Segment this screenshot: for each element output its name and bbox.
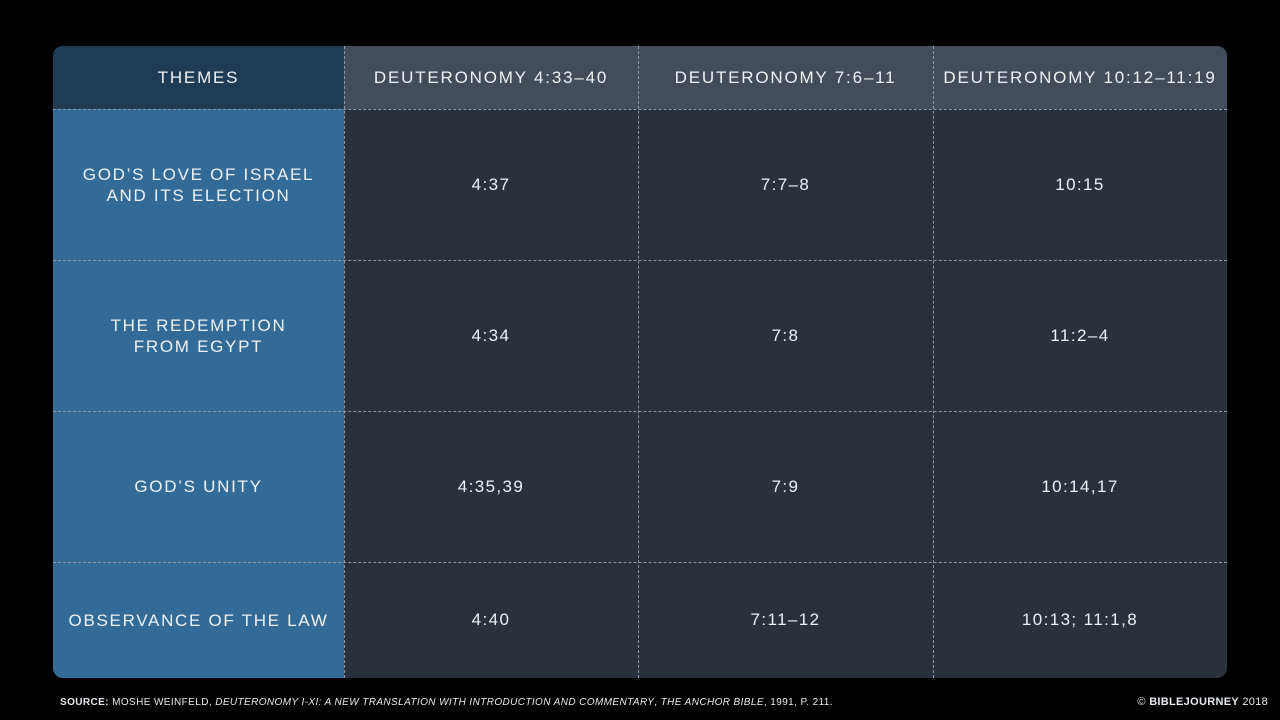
table-cell: 7:7–8 [760, 174, 811, 194]
row-divider [53, 260, 1227, 261]
row-divider [53, 562, 1227, 563]
column-divider [638, 46, 639, 678]
column-divider [344, 46, 345, 678]
table-cell: 7:9 [771, 476, 800, 496]
table-cell: 4:34 [471, 325, 511, 345]
table-cell: 4:35,39 [457, 476, 525, 496]
source-citation: SOURCE: MOSHE WEINFELD, DEUTERONOMY I-XI… [60, 697, 833, 708]
table-cell: 7:11–12 [750, 610, 821, 629]
source-author: MOSHE WEINFELD, [112, 697, 213, 708]
brand-name: BIBLEJOURNEY [1149, 696, 1239, 708]
table-cell: 10:15 [1055, 174, 1105, 194]
source-label: SOURCE: [60, 697, 109, 708]
source-title: DEUTERONOMY I-XI: A NEW TRANSLATION WITH… [215, 697, 655, 708]
row-divider [53, 411, 1227, 412]
comparison-table: THEMES DEUTERONOMY 4:33–40 DEUTERONOMY 7… [53, 46, 1227, 678]
theme-label-line2: AND ITS ELECTION [106, 185, 291, 205]
header-row-bg [344, 46, 1227, 109]
theme-cell: THE REDEMPTION FROM EGYPT [53, 260, 344, 411]
themes-column [53, 46, 344, 678]
header-deut-10: DEUTERONOMY 10:12–11:19 [943, 67, 1217, 87]
source-series: THE ANCHOR BIBLE [660, 697, 764, 708]
source-tail: , 1991, P. 211. [763, 697, 833, 708]
table-cell: 10:14,17 [1041, 476, 1119, 496]
header-themes: THEMES [157, 67, 240, 87]
theme-cell: GOD’S UNITY [134, 477, 263, 496]
table-cell: 7:8 [771, 325, 800, 345]
header-deut-7: DEUTERONOMY 7:6–11 [674, 67, 897, 87]
theme-label-line1: THE REDEMPTION [110, 315, 287, 335]
row-divider [53, 109, 1227, 110]
theme-cell: OBSERVANCE OF THE LAW [68, 610, 329, 630]
source-separator: , [654, 697, 658, 708]
themes-header-bg [53, 46, 344, 109]
copyright: © BIBLEJOURNEY 2018 [1137, 696, 1268, 708]
theme-label-line1: GOD’S LOVE OF ISRAEL [82, 164, 315, 184]
theme-cell: GOD’S LOVE OF ISRAEL AND ITS ELECTION [53, 109, 344, 260]
table-cell: 10:13; 11:1,8 [1021, 610, 1139, 629]
copyright-year: 2018 [1242, 696, 1268, 708]
table-cell: 11:2–4 [1050, 325, 1110, 345]
column-divider [933, 46, 934, 678]
table-cell: 4:40 [471, 610, 511, 629]
copyright-icon: © [1137, 696, 1146, 708]
theme-label-line2: FROM EGYPT [133, 336, 264, 356]
table-cell: 4:37 [471, 174, 511, 194]
header-deut-4: DEUTERONOMY 4:33–40 [373, 67, 609, 87]
